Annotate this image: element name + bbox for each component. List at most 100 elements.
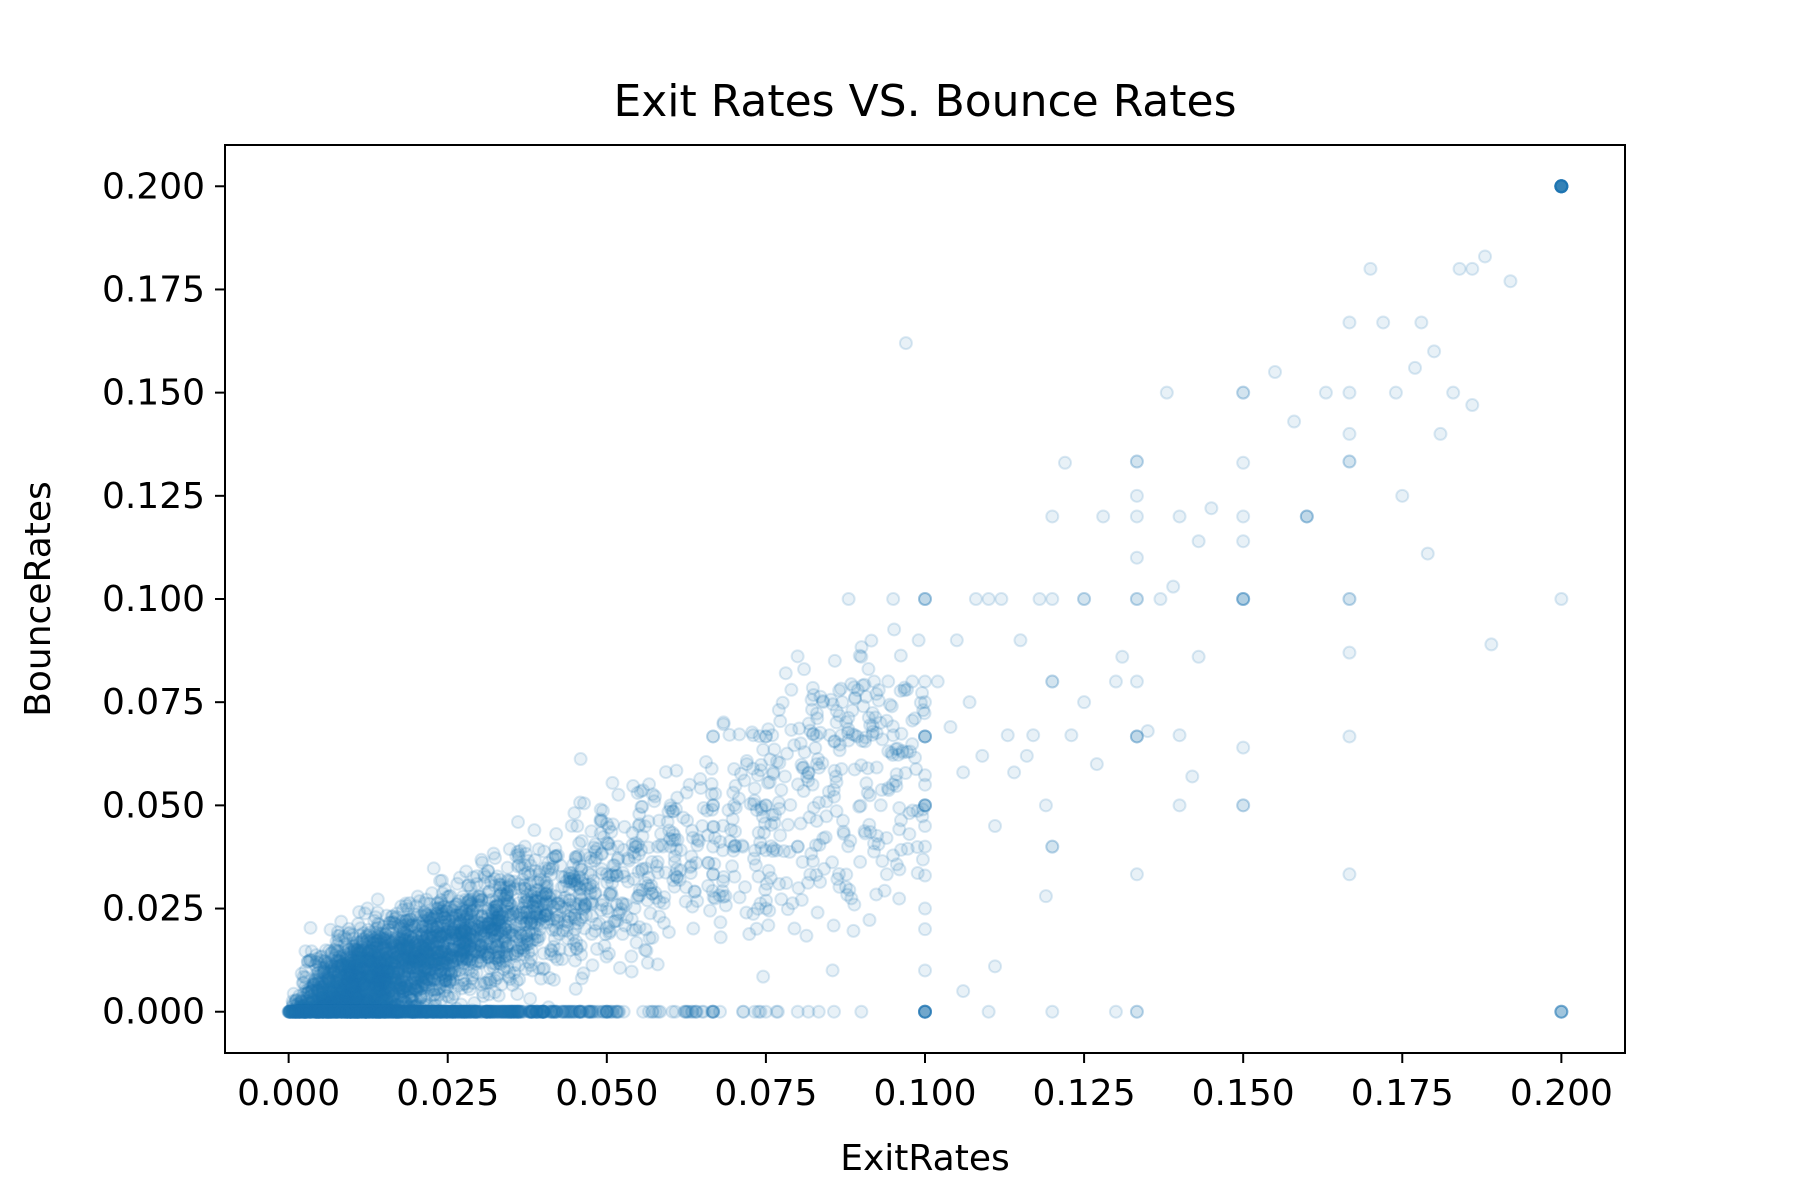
data-point bbox=[435, 962, 450, 977]
data-point bbox=[1236, 592, 1251, 606]
data-point bbox=[348, 969, 363, 984]
data-point bbox=[311, 972, 326, 987]
data-point bbox=[686, 921, 701, 936]
data-point bbox=[1129, 454, 1144, 469]
data-point bbox=[349, 958, 364, 973]
data-point bbox=[468, 943, 483, 958]
data-point bbox=[297, 1004, 312, 1018]
data-point bbox=[420, 929, 435, 944]
data-point bbox=[426, 861, 441, 876]
data-point bbox=[398, 918, 413, 933]
data-point bbox=[530, 875, 545, 890]
data-point bbox=[763, 752, 778, 767]
data-point bbox=[417, 976, 432, 991]
data-point bbox=[1433, 426, 1448, 441]
data-point bbox=[318, 994, 333, 1009]
data-point bbox=[757, 816, 772, 831]
data-point bbox=[410, 961, 425, 976]
data-point bbox=[624, 964, 639, 979]
y-axis: 0.000 0.025 0.050 0.075 0.100 0.125 0.150 0.175… bbox=[102, 166, 225, 1033]
data-point bbox=[449, 928, 464, 943]
data-point bbox=[873, 798, 888, 813]
data-point bbox=[811, 1004, 826, 1019]
data-point bbox=[511, 814, 526, 829]
data-point bbox=[473, 977, 488, 992]
data-point bbox=[388, 950, 403, 965]
data-point bbox=[541, 889, 556, 904]
data-point bbox=[345, 1004, 360, 1019]
data-point bbox=[1452, 261, 1467, 276]
data-point bbox=[378, 956, 393, 971]
data-point bbox=[342, 963, 357, 978]
data-point bbox=[344, 945, 359, 960]
data-point bbox=[354, 977, 369, 992]
data-point bbox=[411, 970, 426, 985]
data-point bbox=[1395, 488, 1410, 503]
data-point bbox=[489, 910, 504, 925]
data-point bbox=[355, 933, 370, 948]
data-point bbox=[645, 1004, 659, 1019]
data-point bbox=[678, 894, 693, 909]
data-point bbox=[846, 923, 861, 938]
data-point bbox=[911, 633, 926, 648]
data-point bbox=[334, 914, 349, 929]
data-point bbox=[490, 897, 505, 912]
data-point bbox=[1465, 261, 1480, 276]
data-point bbox=[573, 752, 588, 767]
data-point bbox=[427, 958, 442, 973]
data-point bbox=[1077, 592, 1092, 606]
data-point bbox=[747, 1004, 762, 1019]
data-point bbox=[307, 985, 322, 1000]
data-point bbox=[308, 957, 323, 972]
data-point bbox=[402, 935, 417, 950]
data-point bbox=[599, 816, 614, 831]
data-point bbox=[867, 674, 882, 689]
data-point bbox=[373, 999, 388, 1014]
data-point bbox=[414, 908, 429, 923]
data-point bbox=[487, 973, 502, 988]
data-point bbox=[1554, 592, 1569, 606]
data-point bbox=[360, 945, 375, 960]
data-point bbox=[315, 985, 330, 1000]
data-point bbox=[359, 928, 374, 943]
data-point bbox=[423, 942, 438, 957]
data-point bbox=[555, 923, 570, 938]
data-point bbox=[368, 922, 383, 937]
data-point bbox=[1236, 534, 1251, 549]
data-point bbox=[549, 827, 564, 842]
data-point bbox=[346, 995, 361, 1010]
data-point bbox=[791, 881, 806, 896]
data-point bbox=[427, 966, 442, 981]
data-point bbox=[918, 1004, 932, 1019]
data-point bbox=[463, 939, 478, 954]
data-point bbox=[354, 983, 369, 998]
data-point bbox=[378, 987, 393, 1002]
data-point bbox=[808, 740, 823, 755]
data-point bbox=[425, 911, 440, 926]
data-point bbox=[1172, 798, 1187, 813]
data-point bbox=[765, 728, 780, 743]
data-point bbox=[737, 773, 752, 788]
data-point bbox=[349, 1000, 364, 1015]
data-point bbox=[810, 905, 825, 920]
data-point bbox=[918, 729, 932, 744]
data-point bbox=[442, 948, 457, 963]
data-point bbox=[428, 998, 443, 1013]
data-point bbox=[642, 931, 657, 946]
data-point bbox=[568, 922, 583, 937]
data-point bbox=[718, 889, 733, 904]
data-point bbox=[356, 1002, 371, 1017]
data-point bbox=[351, 962, 366, 977]
data-point bbox=[1166, 579, 1181, 594]
data-point bbox=[545, 899, 560, 914]
data-point bbox=[342, 997, 357, 1012]
data-point bbox=[385, 944, 400, 959]
data-point bbox=[574, 971, 589, 986]
data-point bbox=[1064, 728, 1079, 743]
data-point bbox=[349, 983, 364, 998]
data-point bbox=[1236, 509, 1251, 524]
data-point bbox=[442, 926, 457, 941]
data-point bbox=[918, 695, 932, 710]
data-point bbox=[397, 943, 412, 958]
x-tick-label: 0.075 bbox=[714, 1073, 817, 1114]
